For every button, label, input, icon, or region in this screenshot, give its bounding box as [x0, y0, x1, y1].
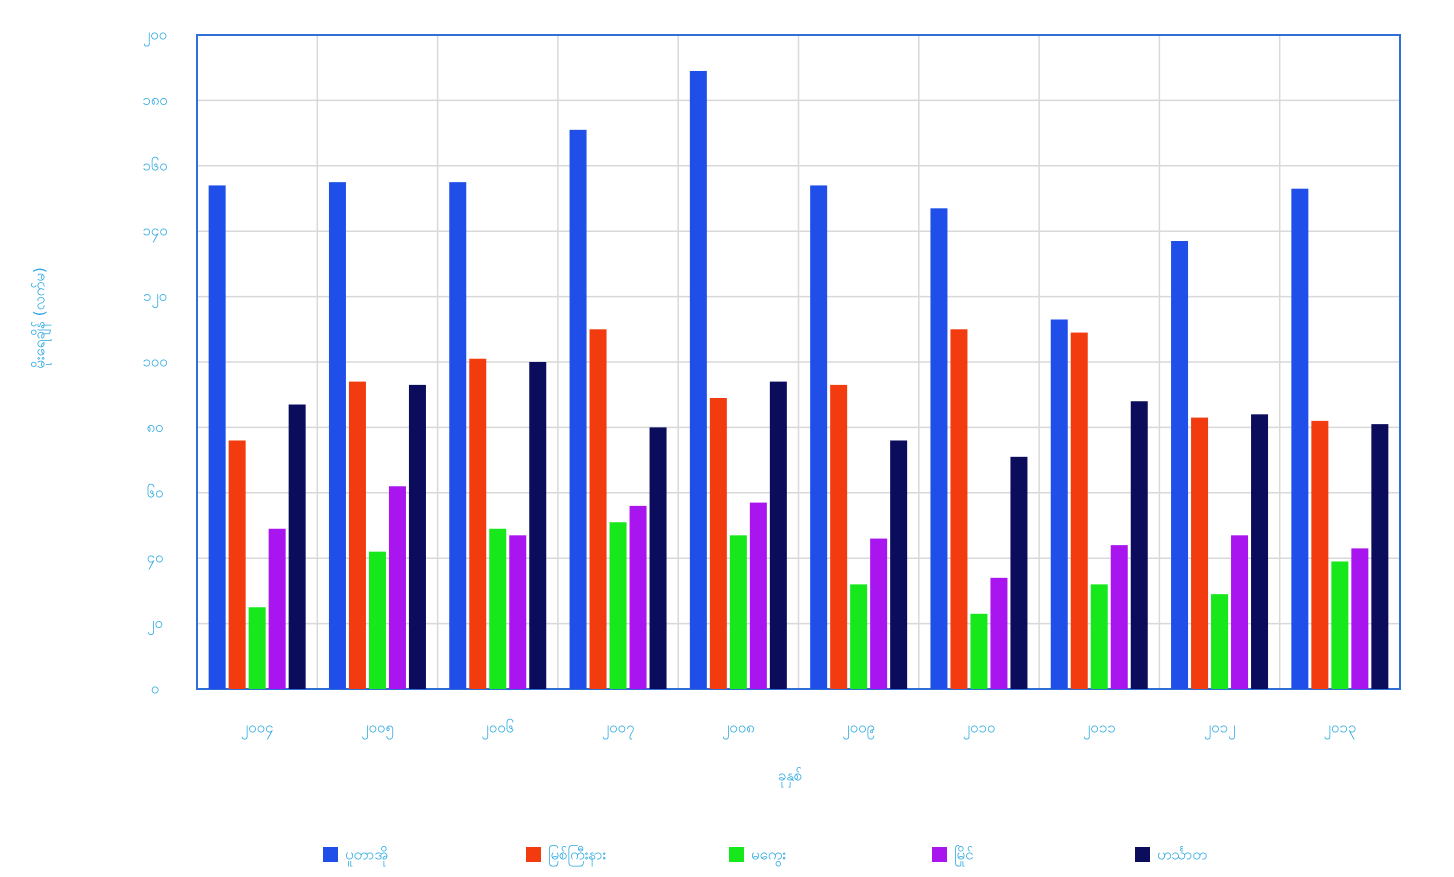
- x-axis-title: ခုနှစ်: [778, 767, 803, 788]
- bar: [769, 381, 787, 689]
- x-tick-label: ၂၀၀၇: [602, 719, 635, 740]
- bar: [1311, 420, 1329, 689]
- legend-swatch: [526, 847, 541, 862]
- x-tick-label: ၂၀၀၄: [241, 719, 274, 740]
- bar: [709, 397, 727, 689]
- x-tick-label: ၂၀၁၃: [1324, 719, 1357, 740]
- bar: [1050, 319, 1068, 689]
- legend-swatch: [323, 847, 338, 862]
- bar: [689, 70, 707, 690]
- bar: [1331, 561, 1349, 689]
- y-tick-label: ၄၀: [147, 549, 164, 570]
- bar: [1130, 401, 1148, 689]
- bar: [1171, 241, 1189, 689]
- bar: [268, 528, 286, 689]
- bar: [629, 505, 647, 689]
- x-tick-label: ၂၀၁၀: [963, 719, 996, 740]
- plot-frame: [196, 34, 1401, 690]
- x-tick-label: ၂၀၀၆: [481, 719, 514, 740]
- y-tick-label: ၂၀၀: [143, 26, 167, 47]
- y-axis-title: မိုးရေချိန် (လက်မ): [31, 267, 52, 369]
- bar: [469, 358, 487, 689]
- bar: [228, 440, 246, 689]
- bar: [248, 607, 266, 689]
- x-tick-label: ၂၀၁၁: [1083, 719, 1116, 740]
- bar: [509, 535, 527, 689]
- bar: [388, 486, 406, 689]
- y-tick-label: ၁၆၀: [142, 156, 167, 174]
- bar: [589, 329, 607, 689]
- bar: [890, 440, 908, 689]
- bar: [930, 208, 948, 689]
- legend-swatch: [1135, 847, 1150, 862]
- bar: [609, 522, 627, 689]
- bar: [288, 404, 306, 689]
- bar: [870, 538, 888, 689]
- bar: [1010, 456, 1028, 689]
- y-tick-label: ၈၀: [146, 418, 163, 436]
- bar: [569, 129, 587, 689]
- y-tick-label: ၁၄၀: [142, 222, 167, 243]
- legend-label: ဟင်္သာတ: [1157, 846, 1207, 864]
- bar: [1371, 424, 1389, 689]
- bar: [649, 427, 667, 689]
- bar: [208, 185, 226, 690]
- legend-swatch: [729, 847, 744, 862]
- y-tick-label: ၁၂၀: [143, 287, 167, 308]
- legend-label: မြစ်ကြီးနား: [548, 845, 606, 867]
- bar: [1291, 188, 1309, 689]
- bar: [1251, 414, 1269, 689]
- y-tick-label: ၁၈၀: [142, 91, 167, 109]
- bar: [1090, 584, 1108, 689]
- bar: [990, 577, 1008, 689]
- bar: [830, 384, 848, 689]
- bar: [749, 502, 767, 689]
- y-tick-label: ၀: [151, 680, 159, 698]
- bar: [1191, 417, 1209, 689]
- bar: [489, 528, 507, 689]
- bar: [529, 362, 547, 689]
- bar: [1211, 594, 1229, 689]
- bar: [328, 182, 346, 689]
- bar: [408, 384, 426, 689]
- bar: [850, 584, 868, 689]
- bar: [1231, 535, 1249, 689]
- legend-label: မြိုင်: [954, 845, 973, 867]
- bar: [449, 182, 467, 689]
- x-tick-label: ၂၀၀၅: [361, 719, 394, 740]
- x-tick-label: ၂၀၀၉: [842, 719, 875, 740]
- y-tick-label: ၆၀: [147, 483, 164, 501]
- bar: [1351, 548, 1369, 689]
- bar: [348, 381, 366, 689]
- y-tick-label: ၁၀၀: [142, 353, 167, 371]
- x-tick-label: ၂၀၀၈: [722, 719, 755, 740]
- legend-swatch: [932, 847, 947, 862]
- bar: [368, 551, 386, 689]
- legend-label: ပူတာအို: [345, 846, 388, 867]
- x-tick-label: ၂၀၁၂: [1204, 719, 1236, 740]
- bar: [729, 535, 747, 689]
- bar: [950, 329, 968, 689]
- bar: [1070, 332, 1088, 689]
- bar: [810, 185, 828, 690]
- y-tick-label: ၂၀: [147, 614, 163, 635]
- legend-label: မကွေး: [751, 846, 786, 867]
- bar: [970, 613, 988, 689]
- bar: [1110, 545, 1128, 689]
